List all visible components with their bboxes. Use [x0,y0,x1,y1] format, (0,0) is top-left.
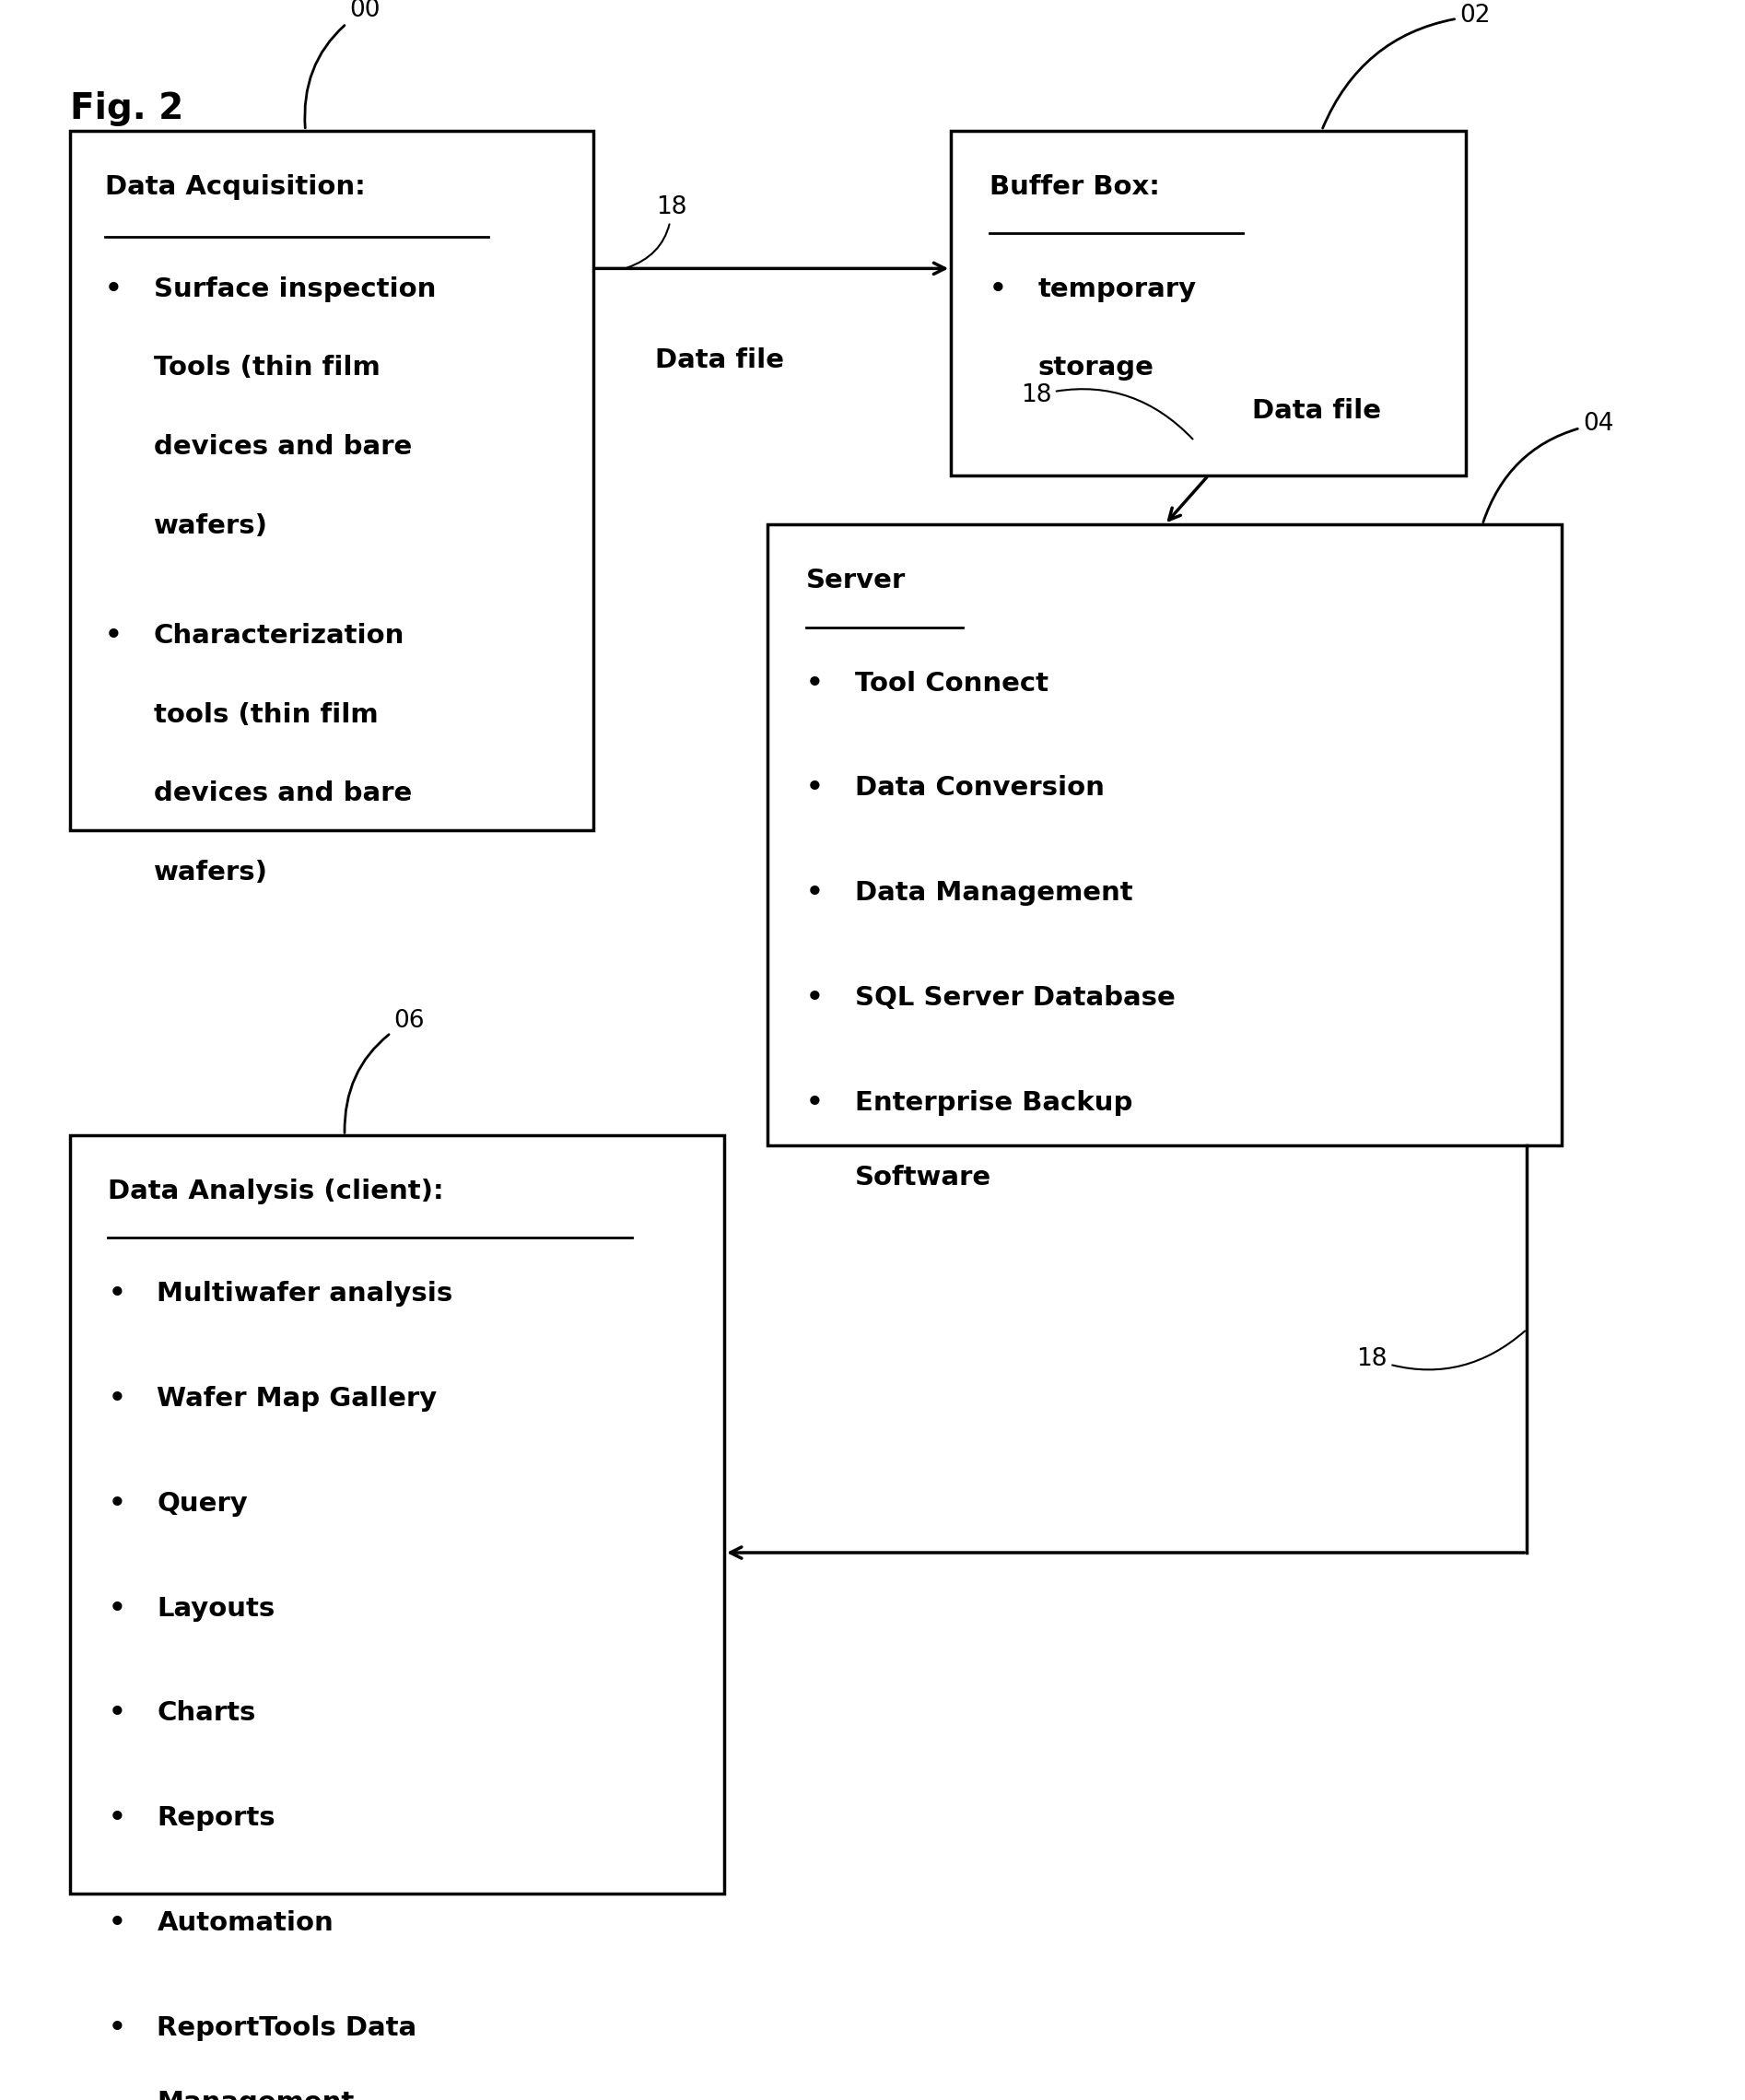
Text: Management: Management [157,2090,354,2100]
Text: Characterization: Characterization [154,624,405,649]
Text: •: • [108,1281,126,1306]
Text: Automation: Automation [157,1911,333,1936]
Text: •: • [105,277,122,302]
Bar [768,525,1562,1144]
Text: •: • [108,1806,126,1831]
Text: 18: 18 [1356,1331,1525,1371]
Text: Server: Server [806,567,906,594]
Text: Data file: Data file [656,346,784,374]
Text: Fig. 2: Fig. 2 [70,90,183,126]
Text: Charts: Charts [157,1701,257,1726]
Text: 04: 04 [1483,412,1614,523]
Bar [70,1136,724,1894]
Text: •: • [108,1596,126,1621]
Text: wafers): wafers) [154,512,267,538]
Text: devices and bare: devices and bare [154,781,412,806]
Text: 18: 18 [1021,384,1192,439]
Text: 02: 02 [1323,4,1490,128]
Text: •: • [108,1911,126,1936]
Text: Wafer Map Gallery: Wafer Map Gallery [157,1386,438,1411]
Text: •: • [806,1090,824,1115]
Text: Software: Software [855,1166,991,1191]
Text: Query: Query [157,1491,248,1516]
Text: •: • [806,880,824,905]
Text: Enterprise Backup: Enterprise Backup [855,1090,1133,1115]
Text: Data file: Data file [1253,399,1380,424]
Text: wafers): wafers) [154,859,267,886]
Text: tools (thin film: tools (thin film [154,701,379,729]
Text: Buffer Box:: Buffer Box: [989,174,1160,200]
Text: •: • [806,670,824,697]
Text: 18: 18 [626,195,688,267]
Text: •: • [989,277,1007,302]
Bar [951,130,1466,475]
Text: •: • [108,1491,126,1516]
Text: Tools (thin film: Tools (thin film [154,355,380,380]
Text: Data Conversion: Data Conversion [855,775,1105,800]
Text: •: • [806,775,824,800]
Text: •: • [108,2016,126,2041]
Text: SQL Server Database: SQL Server Database [855,985,1176,1010]
Text: Tool Connect: Tool Connect [855,670,1049,697]
Text: •: • [806,985,824,1010]
Text: Layouts: Layouts [157,1596,276,1621]
Text: Data Analysis (client):: Data Analysis (client): [108,1178,445,1205]
Text: Surface inspection: Surface inspection [154,277,436,302]
Text: Reports: Reports [157,1806,276,1831]
Text: •: • [105,624,122,649]
Text: storage: storage [1038,355,1153,380]
Text: 06: 06 [344,1008,424,1132]
Text: •: • [108,1701,126,1726]
Text: Data Acquisition:: Data Acquisition: [105,174,365,200]
Text: temporary: temporary [1038,277,1197,302]
Text: 00: 00 [305,0,380,128]
Text: Multiwafer analysis: Multiwafer analysis [157,1281,454,1306]
Bar [70,130,593,830]
Text: •: • [108,1386,126,1411]
Text: ReportTools Data: ReportTools Data [157,2016,417,2041]
Text: devices and bare: devices and bare [154,435,412,460]
Text: Data Management: Data Management [855,880,1133,905]
